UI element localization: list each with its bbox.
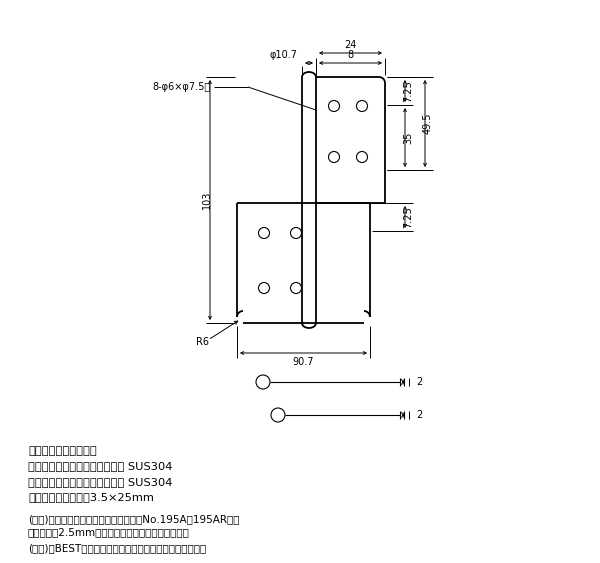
Text: 用　途　軽量室内ドア: 用 途 軽量室内ドア: [28, 446, 97, 456]
Text: 材　質　羽　根：ステンレス鉰 SUS304: 材 質 羽 根：ステンレス鉰 SUS304: [28, 462, 172, 471]
Circle shape: [290, 283, 302, 293]
Text: 8-φ6×φ7.5皿: 8-φ6×φ7.5皿: [152, 82, 210, 92]
Circle shape: [290, 227, 302, 239]
Circle shape: [329, 101, 340, 111]
Text: 8: 8: [347, 50, 353, 60]
Text: 35: 35: [403, 131, 413, 144]
Text: 2: 2: [416, 377, 422, 387]
Text: 49.5: 49.5: [423, 113, 433, 134]
Text: (注２)　BESTの刈印が見える側を枚に取付けてください。: (注２) BESTの刈印が見える側を枚に取付けてください。: [28, 543, 206, 553]
Text: 付属ネジ　缺木ネコ3.5×25mm: 付属ネジ 缺木ネコ3.5×25mm: [28, 493, 154, 503]
Text: 板厚2.5mm以上の蟞番をお薦めいたします。: 板厚2.5mm以上の蟞番をお薦めいたします。: [28, 528, 190, 538]
Text: 103: 103: [202, 191, 212, 209]
Text: 7.25: 7.25: [403, 206, 413, 228]
Text: 90.7: 90.7: [293, 357, 314, 367]
Circle shape: [329, 151, 340, 163]
Text: 24: 24: [344, 40, 356, 50]
Text: 軸　芯：ステンレス鉰 SUS304: 軸 芯：ステンレス鉰 SUS304: [28, 477, 172, 487]
Circle shape: [259, 227, 269, 239]
Circle shape: [271, 408, 285, 422]
Circle shape: [256, 375, 270, 389]
Text: 2: 2: [416, 410, 422, 420]
Circle shape: [259, 283, 269, 293]
Circle shape: [356, 151, 367, 163]
Text: (注１)　ドアクローザを取付ける場合はNo.195A・195AR等、: (注１) ドアクローザを取付ける場合はNo.195A・195AR等、: [28, 514, 239, 524]
Text: 7.25: 7.25: [403, 80, 413, 102]
Text: R6: R6: [196, 337, 209, 347]
Text: φ10.7: φ10.7: [269, 50, 297, 60]
Circle shape: [356, 101, 367, 111]
